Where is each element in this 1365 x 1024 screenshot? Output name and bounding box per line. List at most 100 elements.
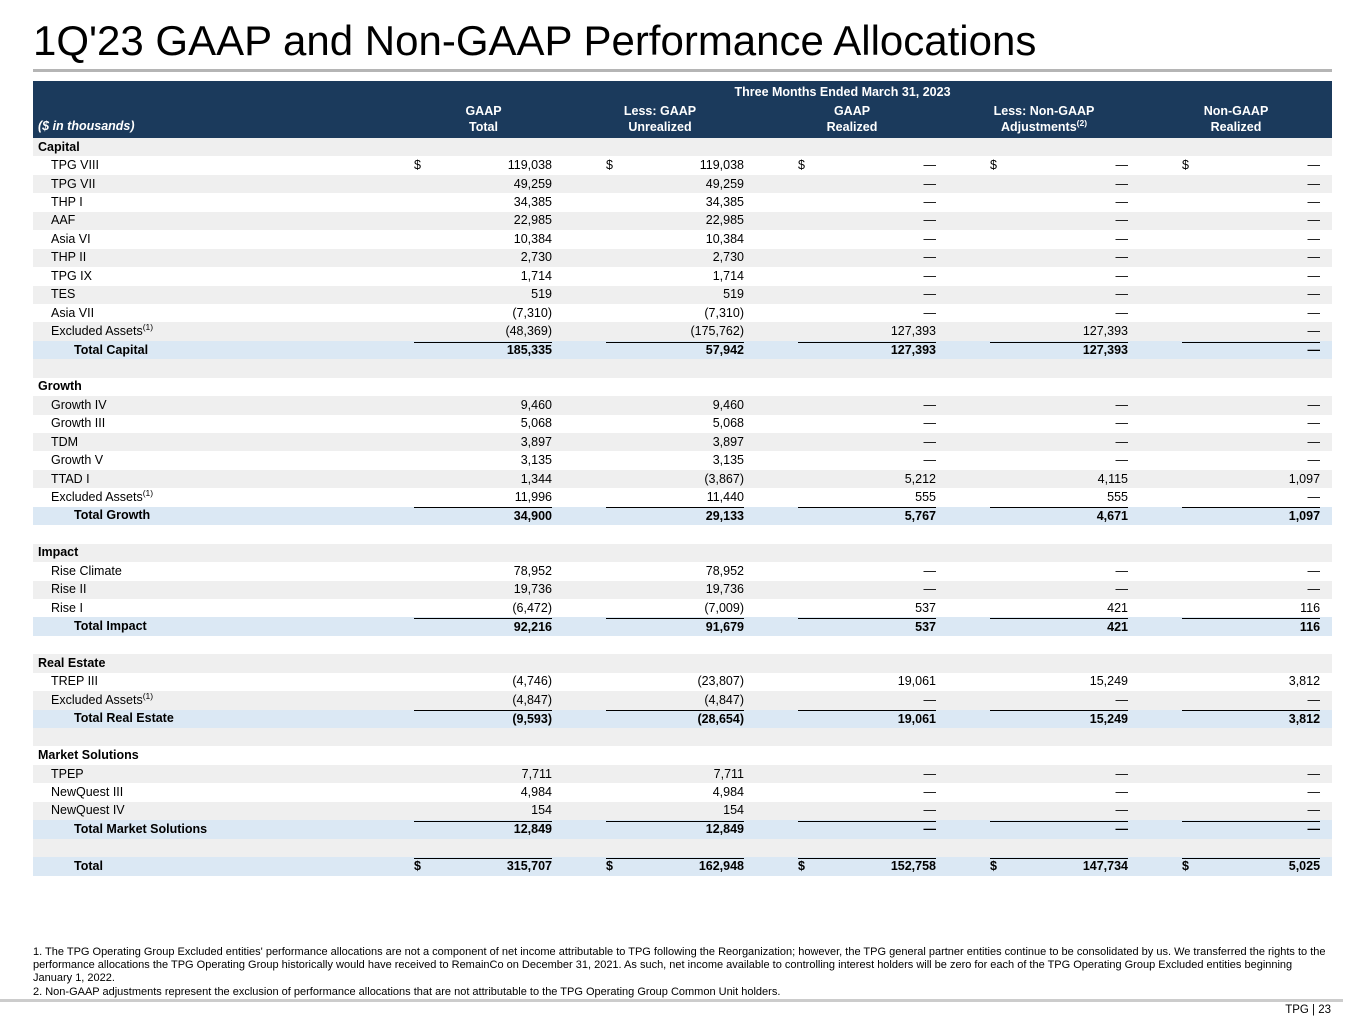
performance-allocations-table: Three Months Ended March 31, 2023 ($ in … bbox=[33, 81, 1333, 876]
value-cell: — bbox=[1307, 268, 1321, 283]
section-total-row: Total Growth 34,900 29,133 5,767 4,671 1,097 bbox=[33, 506, 1333, 526]
value-cell: — bbox=[923, 213, 937, 228]
value-cell: — bbox=[1307, 563, 1321, 578]
value-cell: 10,384 bbox=[705, 231, 744, 246]
value-cell: — bbox=[1115, 692, 1129, 707]
spacer bbox=[33, 636, 1332, 654]
value-cell: — bbox=[1115, 305, 1129, 320]
value-cell: 78,952 bbox=[705, 563, 744, 578]
value-cell: 116 bbox=[1140, 617, 1332, 635]
section-header-row: Market Solutions bbox=[33, 746, 1332, 764]
value-cell: (23,807) bbox=[697, 674, 744, 689]
column-header-gaap-realized: GAAP Realized bbox=[756, 99, 948, 138]
row-label: Rise Climate bbox=[51, 563, 122, 578]
value-cell: 555 bbox=[1107, 490, 1128, 505]
value-cell: 1,714 bbox=[712, 268, 744, 283]
table-row: Excluded Assets(1) 11,996 11,440 555 555 — bbox=[33, 488, 1332, 506]
row-label: TPEP bbox=[51, 766, 84, 781]
value-cell: $5,025 bbox=[1182, 857, 1321, 874]
table-row: Rise Climate 78,952 78,952 — — — bbox=[33, 562, 1332, 580]
value-cell: 22,985 bbox=[705, 213, 744, 228]
row-label: Asia VII bbox=[51, 305, 95, 320]
value-cell: — bbox=[1307, 397, 1321, 412]
value-cell: 92,216 bbox=[403, 617, 564, 635]
value-cell: 3,812 bbox=[1140, 710, 1332, 728]
value-cell: — bbox=[1307, 305, 1321, 320]
value-cell: 5,068 bbox=[712, 416, 744, 431]
spacer bbox=[33, 839, 1332, 857]
row-label: Growth III bbox=[51, 416, 106, 431]
value-cell: — bbox=[1307, 692, 1321, 707]
value-cell: 7,711 bbox=[713, 766, 744, 781]
value-cell: — bbox=[1115, 563, 1129, 578]
value-cell: 10,384 bbox=[513, 231, 552, 246]
value-cell: $152,758 bbox=[798, 857, 936, 874]
value-cell: — bbox=[1115, 213, 1129, 228]
table-row: TREP III (4,746) (23,807) 19,061 15,249 3,812 bbox=[33, 673, 1332, 691]
value-cell: — bbox=[923, 231, 937, 246]
value-cell: 15,249 bbox=[948, 710, 1140, 728]
value-cell: 22,985 bbox=[513, 213, 552, 228]
value-cell: $ — bbox=[798, 158, 936, 173]
page-title: 1Q'23 GAAP and Non-GAAP Performance Allo… bbox=[33, 17, 1037, 64]
column-header-non-gaap-realized: Non-GAAP Realized bbox=[1140, 99, 1333, 138]
slide: 1Q'23 GAAP and Non-GAAP Performance Allo… bbox=[33, 17, 1333, 998]
row-label: Excluded Assets(1) bbox=[51, 487, 154, 505]
span-header-row: Three Months Ended March 31, 2023 bbox=[33, 81, 1333, 99]
value-cell: — bbox=[923, 692, 937, 707]
table-row: AAF 22,985 22,985 — — — bbox=[33, 211, 1333, 231]
grand-total-row: Total $315,707 $162,948 $152,758 $147,734 $5,… bbox=[33, 857, 1333, 876]
value-cell: (6,472) bbox=[512, 600, 552, 615]
value-cell: 4,984 bbox=[520, 785, 552, 800]
value-cell: 154 bbox=[531, 803, 552, 818]
table-row: TPG VIII $119,038 $119,038 $ — $ — $ — bbox=[33, 156, 1332, 174]
value-cell: — bbox=[1140, 820, 1332, 838]
value-cell: 91,679 bbox=[564, 617, 756, 635]
value-cell: $ — bbox=[990, 158, 1128, 173]
value-cell: 5,068 bbox=[520, 416, 552, 431]
value-cell: 154 bbox=[723, 803, 744, 818]
value-cell: 185,335 bbox=[403, 341, 564, 359]
value-cell: — bbox=[1307, 434, 1321, 449]
footer-divider bbox=[0, 999, 1343, 1002]
value-cell: — bbox=[1115, 453, 1129, 468]
value-cell: (48,369) bbox=[505, 324, 552, 339]
header-corner bbox=[33, 81, 403, 99]
value-cell: (3,867) bbox=[704, 471, 744, 486]
value-cell: 78,952 bbox=[513, 563, 552, 578]
value-cell: 9,460 bbox=[712, 397, 744, 412]
value-cell: — bbox=[923, 305, 937, 320]
table-row: Growth IV 9,460 9,460 — — — bbox=[33, 396, 1333, 415]
value-cell: — bbox=[1307, 453, 1321, 468]
value-cell: — bbox=[1307, 785, 1321, 800]
row-label: TES bbox=[51, 287, 76, 302]
table-header: Three Months Ended March 31, 2023 ($ in … bbox=[33, 81, 1333, 138]
section-total-row: Total Capital 185,335 57,942 127,393 127,393… bbox=[33, 340, 1333, 360]
section-header-row: Real Estate bbox=[33, 654, 1333, 673]
value-cell: — bbox=[923, 563, 937, 578]
value-cell: — bbox=[1115, 785, 1129, 800]
value-cell: 19,736 bbox=[705, 582, 744, 597]
value-cell: 4,115 bbox=[1097, 471, 1128, 486]
value-cell: 34,385 bbox=[705, 195, 744, 210]
table-row: THP II 2,730 2,730 — — — bbox=[33, 248, 1333, 268]
value-cell: 7,711 bbox=[521, 766, 552, 781]
value-cell: — bbox=[923, 785, 937, 800]
value-cell: — bbox=[1307, 416, 1321, 431]
row-label: Rise I bbox=[51, 600, 83, 615]
table-row: NewQuest III 4,984 4,984 — — — bbox=[33, 783, 1332, 801]
row-label: NewQuest IV bbox=[51, 803, 125, 818]
value-cell: — bbox=[923, 195, 937, 210]
spacer-row bbox=[33, 525, 1332, 543]
value-cell: — bbox=[1115, 268, 1129, 283]
footnote: 1. The TPG Operating Group Excluded enti… bbox=[33, 945, 1326, 985]
section-total-row: Total Real Estate (9,593) (28,654) 19,061 15… bbox=[33, 709, 1333, 728]
value-cell: 537 bbox=[915, 600, 936, 615]
value-cell: 12,849 bbox=[403, 820, 564, 838]
row-label: TTAD I bbox=[51, 471, 90, 486]
spacer-row bbox=[33, 636, 1332, 654]
value-cell: 1,097 bbox=[1140, 507, 1332, 525]
value-cell: — bbox=[1115, 766, 1129, 781]
value-cell: (175,762) bbox=[690, 324, 744, 339]
section-title: Market Solutions bbox=[38, 748, 139, 763]
